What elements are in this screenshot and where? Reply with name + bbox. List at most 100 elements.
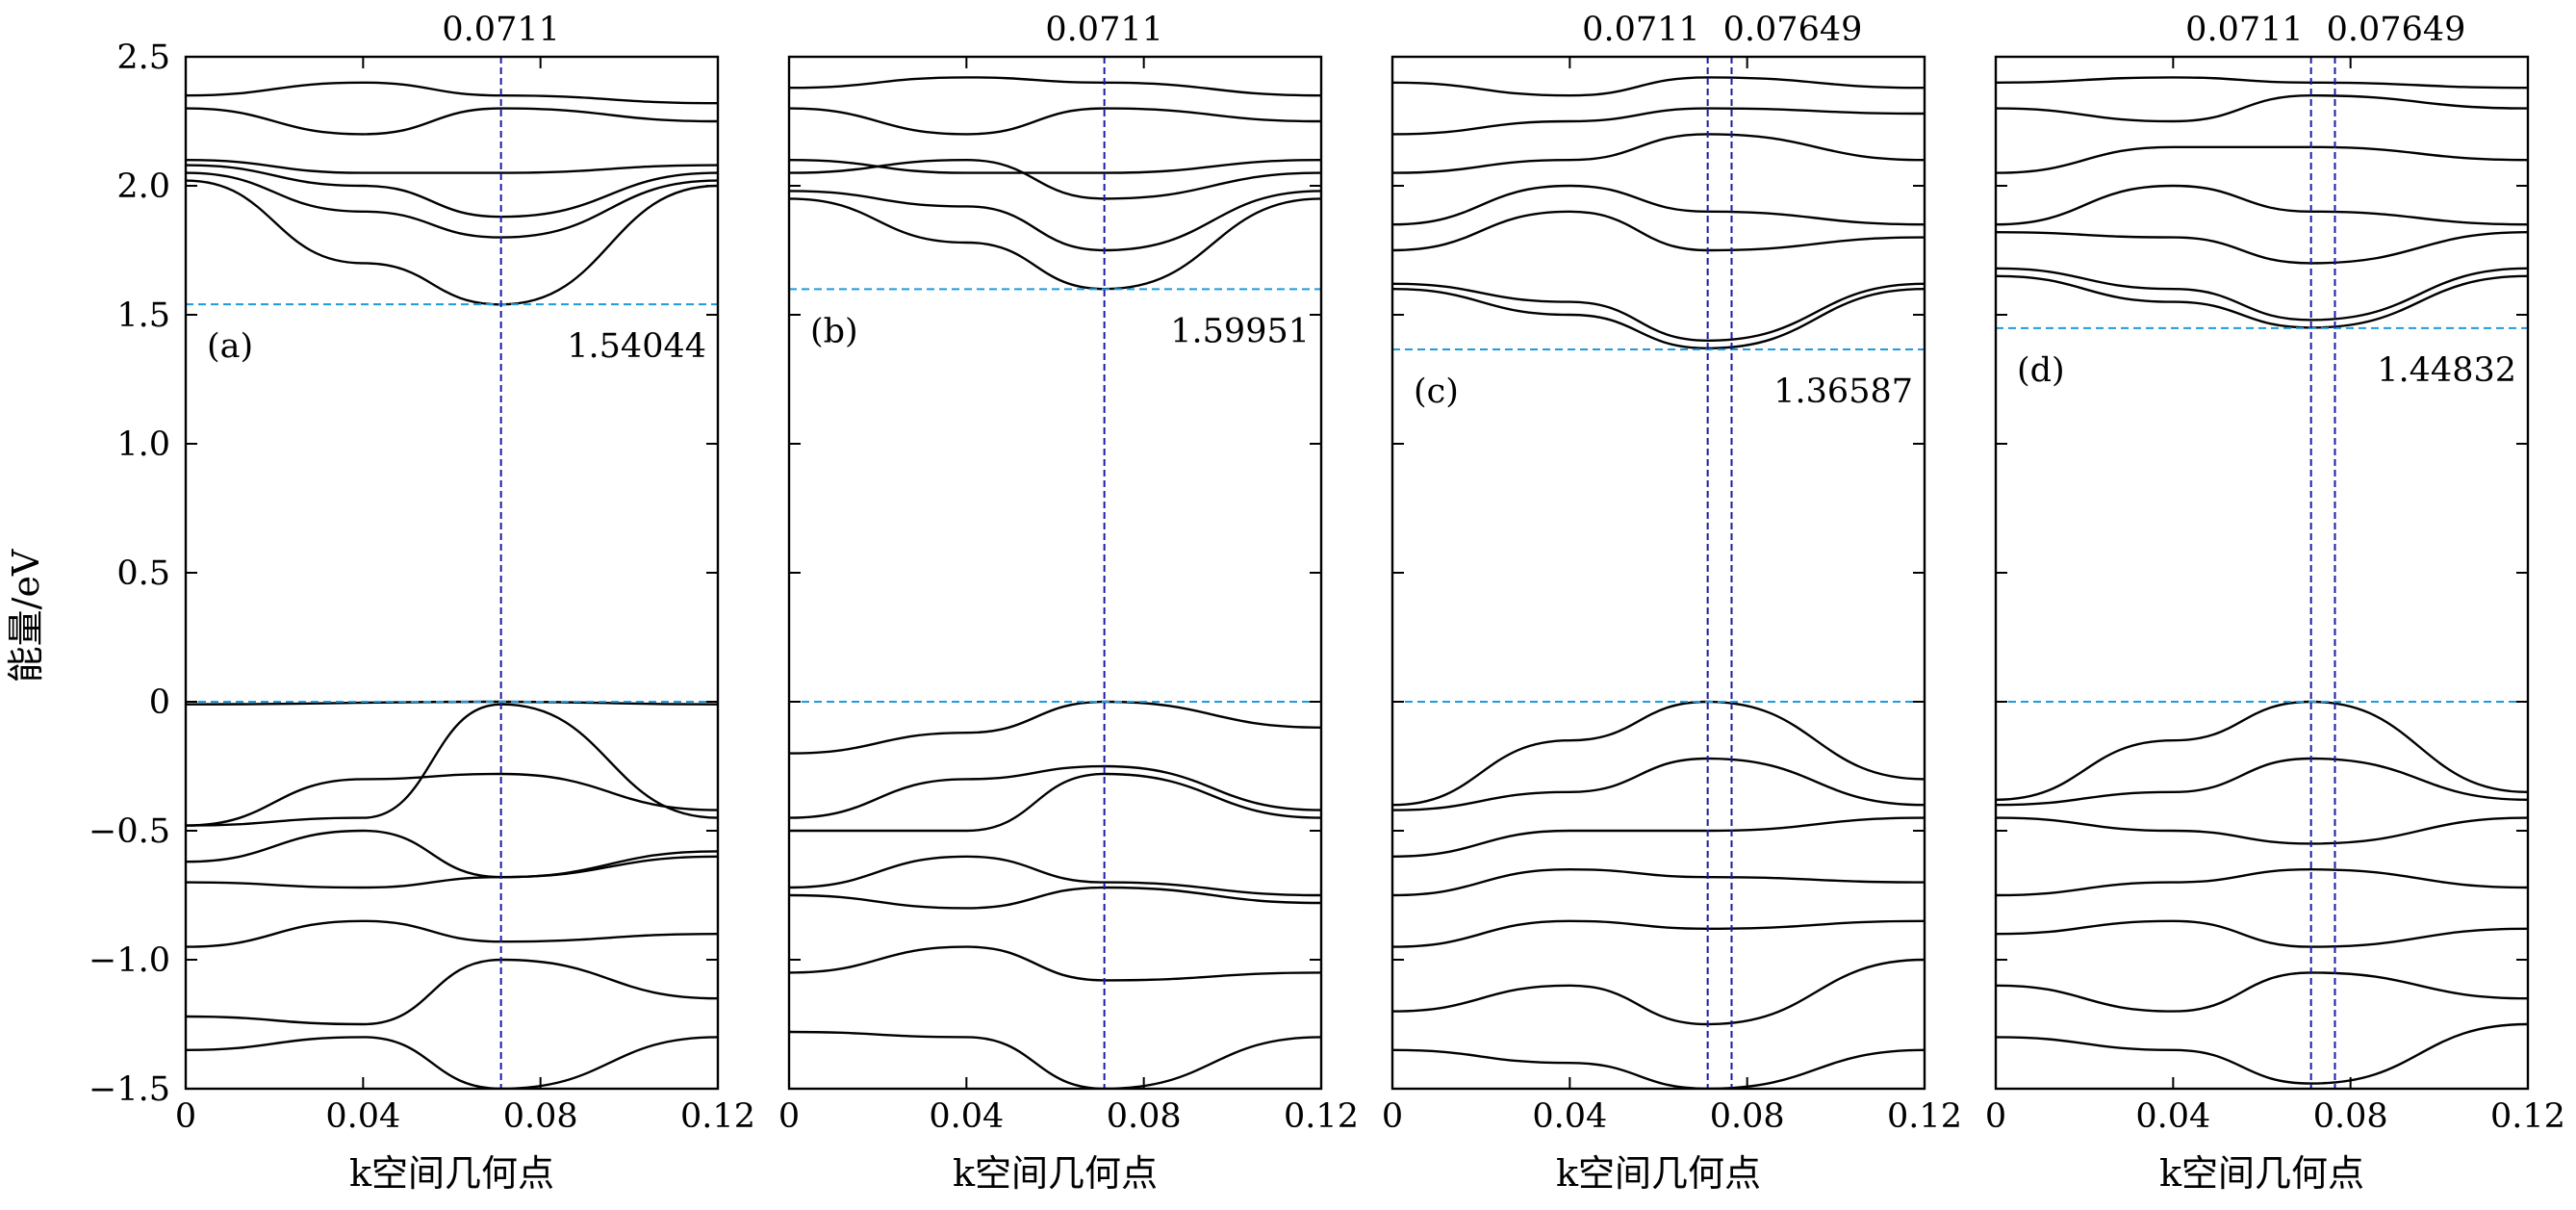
x-tick-label: 0.08 — [2313, 1097, 2388, 1136]
x-tick-label: 0.12 — [2490, 1097, 2565, 1136]
panel-label: (c) — [1414, 373, 1459, 411]
panel-frame — [184, 55, 720, 1091]
y-tick-label: 1.0 — [116, 425, 170, 464]
y-tick-label: 0 — [149, 683, 170, 722]
x-tick-label: 0 — [1382, 1097, 1403, 1136]
band-line — [1996, 76, 2528, 90]
band-line — [789, 159, 1321, 174]
x-axis-label: k空间几何点 — [1556, 1152, 1761, 1195]
kpoint-label: 0.07649 — [2327, 11, 2466, 49]
band-line — [1392, 133, 1925, 174]
band-line — [186, 107, 718, 136]
panel-b: 0.0711 0 0.04 0.08 0.12 k空间几何点 (b) 1.59951 — [778, 11, 1359, 1195]
panel-c: 0.0711 0.07649 0 0.04 0.08 0.12 k空间几何点 (c) 1.365… — [1382, 11, 1962, 1195]
panel-label: (b) — [810, 312, 858, 350]
band-line — [186, 958, 718, 1026]
band-line — [186, 179, 718, 306]
panel-label: (d) — [2017, 351, 2065, 390]
y-tick-label: 2.0 — [116, 167, 170, 206]
band-line — [1996, 184, 2528, 226]
band-line — [186, 159, 718, 174]
band-line — [186, 850, 718, 889]
band-line — [1392, 816, 1925, 858]
x-tick-label: 0 — [1985, 1097, 2006, 1136]
x-axis-label: k空间几何点 — [2159, 1152, 2364, 1195]
x-axis-label: k空间几何点 — [953, 1152, 1158, 1195]
x-tick-label: 0.12 — [1284, 1097, 1359, 1136]
x-tick-label: 0.12 — [1887, 1097, 1962, 1136]
gap-value-label: 1.44832 — [2377, 351, 2516, 390]
y-tick-label: 1.5 — [116, 296, 170, 335]
x-tick-label: 0.04 — [1532, 1097, 1607, 1136]
panel-frame — [1390, 55, 1926, 1091]
band-line — [1392, 184, 1925, 226]
x-tick-label: 0.04 — [929, 1097, 1004, 1136]
band-line — [1392, 107, 1925, 136]
band-line — [1392, 282, 1925, 343]
gap-value-label: 1.36587 — [1773, 373, 1913, 411]
band-line — [1392, 958, 1925, 1026]
y-tick-label: −1.5 — [89, 1070, 170, 1109]
band-line — [1996, 971, 2528, 1013]
band-line — [1392, 210, 1925, 252]
band-line — [1996, 93, 2528, 123]
panels: 0.0711 0 0.04 0.08 0.12 −1.5 −1.0 −0.5 0 0.5 1.0 1.… — [89, 11, 2565, 1195]
y-tick-label: 2.5 — [116, 39, 170, 77]
band-lines — [1392, 76, 1925, 1089]
band-line — [789, 76, 1321, 97]
band-line — [186, 1036, 718, 1089]
y-axis-label: 能量/eV — [5, 549, 47, 682]
y-tick-label: −0.5 — [89, 812, 170, 851]
x-axis-label: k空间几何点 — [349, 1152, 554, 1195]
band-lines — [1996, 76, 2528, 1085]
x-tick-label: 0.12 — [680, 1097, 755, 1136]
band-lines — [186, 81, 718, 1089]
panel-a: 0.0711 0 0.04 0.08 0.12 −1.5 −1.0 −0.5 0 0.5 1.0 1.… — [89, 11, 755, 1195]
x-tick-label: 0.08 — [1710, 1097, 1785, 1136]
gap-value-label: 1.54044 — [567, 327, 706, 366]
band-line — [1392, 867, 1925, 897]
band-line — [1996, 1022, 2528, 1085]
kpoint-label: 0.07649 — [1723, 11, 1863, 49]
x-tick-label: 0 — [778, 1097, 800, 1136]
band-line — [1996, 816, 2528, 845]
band-line — [186, 164, 718, 219]
band-line — [789, 197, 1321, 291]
band-line — [1392, 757, 1925, 811]
band-line — [1392, 288, 1925, 350]
x-tick-label: 0.08 — [503, 1097, 578, 1136]
band-line — [186, 829, 718, 879]
band-line — [1996, 267, 2528, 322]
band-line — [1996, 757, 2528, 807]
band-line — [186, 703, 718, 827]
kpoint-label: 0.0711 — [1045, 11, 1162, 49]
x-tick-label: 0.08 — [1107, 1097, 1182, 1136]
band-line — [1392, 76, 1925, 97]
band-lines — [789, 76, 1321, 1089]
band-line — [789, 772, 1321, 833]
band-line — [1996, 231, 2528, 265]
band-line — [789, 1030, 1321, 1089]
band-line — [789, 700, 1321, 755]
band-line — [186, 772, 718, 827]
band-line — [789, 190, 1321, 252]
x-tick-label: 0.04 — [2135, 1097, 2210, 1136]
band-line — [1996, 145, 2528, 174]
x-tick-label: 0.04 — [325, 1097, 400, 1136]
band-line — [186, 171, 718, 239]
band-line — [789, 886, 1321, 910]
panel-d: 0.0711 0.07649 0 0.04 0.08 0.12 k空间几何点 (d) 1.448… — [1985, 11, 2565, 1195]
y-tick-label: −1.0 — [89, 941, 170, 980]
kpoint-label: 0.0711 — [442, 11, 559, 49]
band-line — [1392, 1048, 1925, 1089]
band-line — [1996, 919, 2528, 948]
band-line — [789, 855, 1321, 897]
band-line — [186, 81, 718, 105]
band-line — [186, 919, 718, 948]
band-line — [789, 945, 1321, 982]
kpoint-label: 0.0711 — [2185, 11, 2303, 49]
gap-value-label: 1.59951 — [1170, 312, 1310, 350]
band-line — [789, 764, 1321, 819]
